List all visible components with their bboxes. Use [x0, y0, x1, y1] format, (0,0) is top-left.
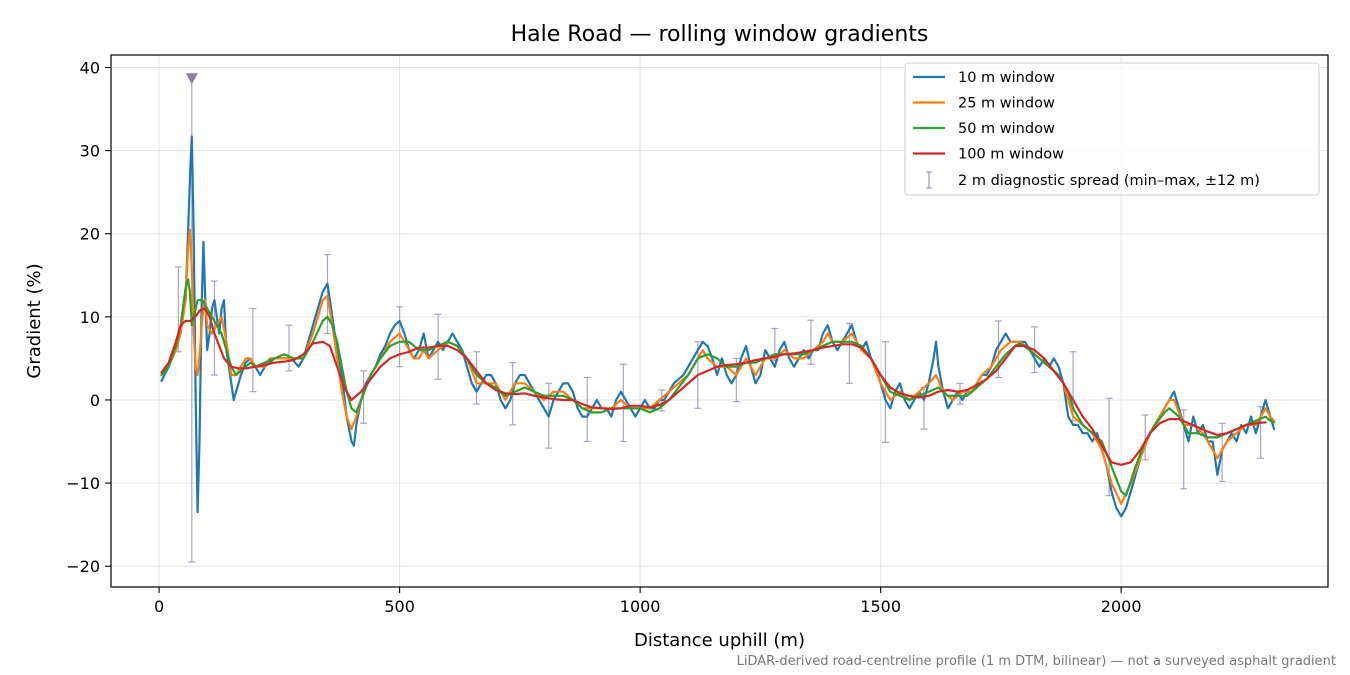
footnote: LiDAR-derived road-centreline profile (1…	[737, 654, 1336, 669]
errorbar	[1141, 414, 1149, 461]
series-line-4	[160, 307, 1267, 466]
series-line-1	[160, 135, 1276, 518]
ticks: 0 500 1000 1500 2000 −20 −10 0 10 20 30 40	[66, 58, 1141, 616]
legend-label-1: 10 m window	[958, 70, 1055, 86]
errorbar	[807, 319, 815, 365]
y-tick-label: −10	[66, 474, 100, 493]
errorbar	[323, 253, 331, 335]
x-tick-label: 2000	[1101, 597, 1142, 616]
x-tick-label: 1500	[860, 597, 901, 616]
x-axis-label: Distance uphill (m)	[634, 630, 805, 651]
y-tick-label: 10	[80, 308, 100, 327]
errorbar	[285, 324, 293, 372]
errorbar	[396, 306, 404, 368]
y-axis-label: Gradient (%)	[24, 263, 45, 378]
y-tick-label: 30	[80, 142, 100, 161]
errorbar	[845, 322, 853, 384]
chart-title: Hale Road — rolling window gradients	[511, 22, 929, 47]
legend-label-3: 50 m window	[958, 121, 1055, 137]
legend-label-2: 25 m window	[958, 96, 1055, 112]
legend: 10 m window 25 m window 50 m window 100 m w…	[904, 62, 1320, 196]
errorbar	[249, 307, 257, 393]
series-layer	[160, 135, 1276, 518]
errorbar	[360, 370, 368, 424]
y-tick-label: −20	[66, 557, 100, 576]
x-tick-label: 500	[384, 597, 415, 616]
legend-label-errorbar: 2 m diagnostic spread (min–max, ±12 m)	[958, 173, 1260, 189]
x-tick-label: 1000	[620, 597, 661, 616]
marker-layer	[185, 73, 198, 85]
errorbar	[473, 351, 481, 405]
grid	[111, 55, 1328, 587]
x-tick-label: 0	[154, 597, 164, 616]
legend-box	[904, 62, 1320, 196]
series-line-3	[160, 278, 1276, 497]
plot-frame	[110, 54, 1329, 588]
outlier-marker	[185, 73, 198, 85]
y-tick-label: 20	[80, 225, 100, 244]
legend-label-4: 100 m window	[958, 147, 1064, 163]
y-tick-label: 40	[80, 58, 100, 77]
y-tick-label: 0	[90, 391, 100, 410]
